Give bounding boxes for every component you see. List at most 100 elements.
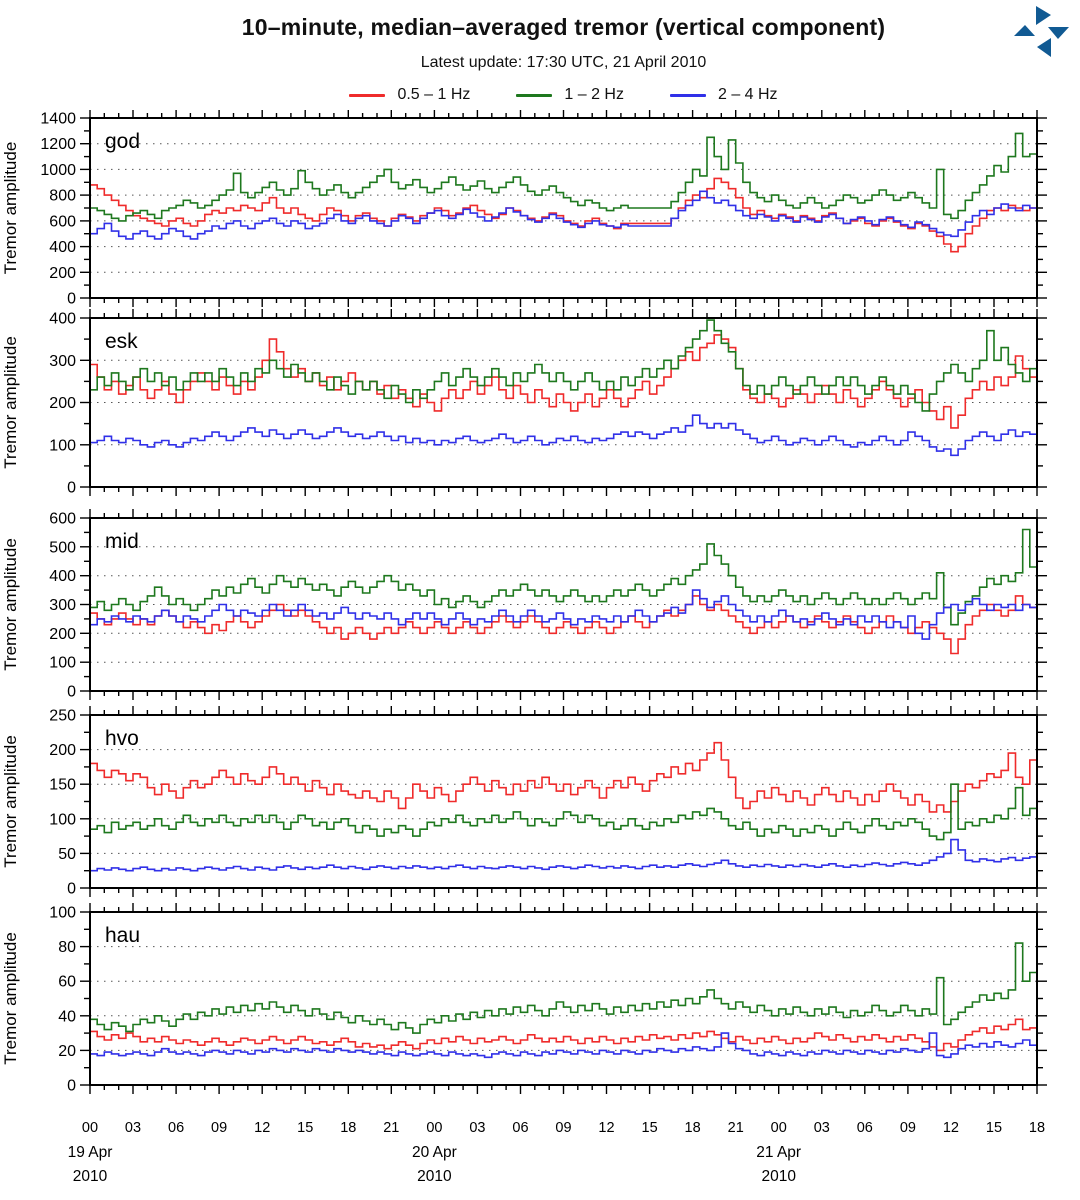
x-day-label: 20 Apr	[412, 1144, 457, 1161]
x-hour-label: 18	[340, 1120, 356, 1136]
station-label-hvo: hvo	[105, 727, 139, 750]
x-hour-label: 03	[814, 1120, 830, 1136]
tremor-series-hau-0.5-1hz	[90, 1018, 1037, 1052]
y-tick-label: 0	[67, 291, 76, 308]
y-tick-label: 600	[49, 213, 76, 230]
y-tick-label: 0	[67, 480, 76, 497]
x-year-label: 2010	[761, 1168, 796, 1185]
y-tick-label: 400	[49, 311, 76, 328]
x-hour-label: 15	[986, 1120, 1002, 1136]
x-hour-label: 03	[469, 1120, 485, 1136]
met-office-logo-icon	[1014, 6, 1069, 57]
y-axis-label: Tremor amplitude	[1, 735, 20, 868]
tremor-series-mid-0.5-1hz	[90, 595, 1037, 655]
station-label-god: god	[105, 130, 140, 153]
y-axis-label: Tremor amplitude	[1, 932, 20, 1065]
y-tick-label: 0	[67, 684, 76, 701]
tremor-series-hau-2-4hz	[90, 1032, 1037, 1059]
y-axis-label: Tremor amplitude	[1, 538, 20, 671]
y-tick-label: 200	[49, 742, 76, 759]
tremor-chart-area: 0 200 400 600 800 1000 1200 1400 god Tremor ampli…	[0, 109, 1080, 1200]
x-hour-label: 21	[383, 1120, 399, 1136]
legend-swatch-red	[349, 93, 386, 97]
legend-item-1-2hz: 1 – 2 Hz	[516, 86, 624, 104]
y-tick-label: 100	[49, 437, 76, 454]
y-tick-label: 200	[49, 626, 76, 643]
station-label-hau: hau	[105, 924, 140, 947]
y-tick-label: 400	[49, 239, 76, 256]
y-axis-label: Tremor amplitude	[1, 336, 20, 469]
y-tick-label: 0	[67, 1078, 76, 1095]
x-hour-label: 09	[900, 1120, 916, 1136]
tremor-series-hvo-2-4hz	[90, 838, 1037, 872]
x-hour-label: 15	[297, 1120, 313, 1136]
y-tick-label: 100	[49, 905, 76, 922]
x-year-label: 2010	[417, 1168, 452, 1185]
y-tick-label: 500	[49, 539, 76, 556]
y-tick-label: 100	[49, 811, 76, 828]
frequency-legend: 0.5 – 1 Hz 1 – 2 Hz 2 – 4 Hz	[90, 86, 1037, 104]
update-timestamp: Latest update: 17:30 UTC, 21 April 2010	[420, 54, 707, 71]
x-hour-label: 18	[1029, 1120, 1045, 1136]
tremor-series-hvo-1-2hz	[90, 783, 1037, 841]
panel-god-frame	[89, 117, 1038, 299]
legend-item-0-5-1hz: 0.5 – 1 Hz	[349, 86, 470, 104]
y-tick-label: 0	[67, 881, 76, 898]
y-tick-label: 300	[49, 353, 76, 370]
x-hour-label: 09	[211, 1120, 227, 1136]
y-tick-label: 50	[58, 846, 76, 863]
y-tick-label: 150	[49, 777, 76, 794]
y-tick-label: 80	[58, 939, 76, 956]
y-tick-label: 400	[49, 568, 76, 585]
tremor-series-god-0.5-1hz	[90, 177, 1037, 253]
y-tick-label: 600	[49, 511, 76, 528]
legend-swatch-green	[516, 93, 553, 97]
legend-label: 1 – 2 Hz	[564, 86, 624, 103]
x-hour-label: 06	[857, 1120, 873, 1136]
x-hour-label: 12	[254, 1120, 270, 1136]
x-hour-label: 00	[771, 1120, 787, 1136]
y-tick-label: 800	[49, 188, 76, 205]
x-hour-label: 12	[598, 1120, 614, 1136]
y-tick-label: 250	[49, 708, 76, 725]
tremor-series-esk-1-2hz	[90, 319, 1037, 412]
y-tick-label: 1200	[40, 136, 76, 153]
x-hour-label: 00	[82, 1120, 98, 1136]
y-tick-label: 300	[49, 597, 76, 614]
y-tick-label: 200	[49, 395, 76, 412]
x-hour-label: 03	[125, 1120, 141, 1136]
panel-esk-frame	[89, 317, 1038, 488]
y-tick-label: 40	[58, 1008, 76, 1025]
x-hour-label: 18	[685, 1120, 701, 1136]
x-day-label: 19 Apr	[68, 1144, 113, 1161]
tremor-series-mid-1-2hz	[90, 528, 1037, 626]
x-hour-label: 06	[168, 1120, 184, 1136]
x-day-label: 21 Apr	[756, 1144, 801, 1161]
station-label-mid: mid	[105, 530, 139, 553]
legend-item-2-4hz: 2 – 4 Hz	[669, 86, 778, 104]
y-tick-label: 100	[49, 655, 76, 672]
y-tick-label: 20	[58, 1043, 76, 1060]
x-year-label: 2010	[73, 1168, 108, 1185]
x-hour-label: 12	[943, 1120, 959, 1136]
x-hour-label: 06	[512, 1120, 528, 1136]
y-tick-label: 200	[49, 265, 76, 282]
legend-swatch-blue	[669, 93, 706, 97]
tremor-series-hvo-0.5-1hz	[90, 741, 1037, 813]
panel-hau-frame	[89, 911, 1038, 1086]
tremor-series-mid-2-4hz	[90, 589, 1037, 640]
legend-label: 2 – 4 Hz	[717, 86, 778, 103]
tremor-series-god-1-2hz	[90, 132, 1037, 222]
y-axis-label: Tremor amplitude	[1, 142, 20, 275]
x-hour-label: 00	[426, 1120, 442, 1136]
y-tick-label: 1000	[40, 162, 76, 179]
y-tick-label: 60	[58, 974, 76, 991]
station-label-esk: esk	[105, 330, 138, 353]
x-hour-label: 15	[642, 1120, 658, 1136]
tremor-series-esk-0.5-1hz	[90, 334, 1037, 429]
y-tick-label: 1400	[40, 111, 76, 128]
tremor-series-esk-2-4hz	[90, 414, 1037, 457]
tremor-series-god-2-4hz	[90, 190, 1037, 240]
legend-label: 0.5 – 1 Hz	[397, 86, 471, 103]
page-title: 10–minute, median–averaged tremor (verti…	[241, 14, 886, 40]
